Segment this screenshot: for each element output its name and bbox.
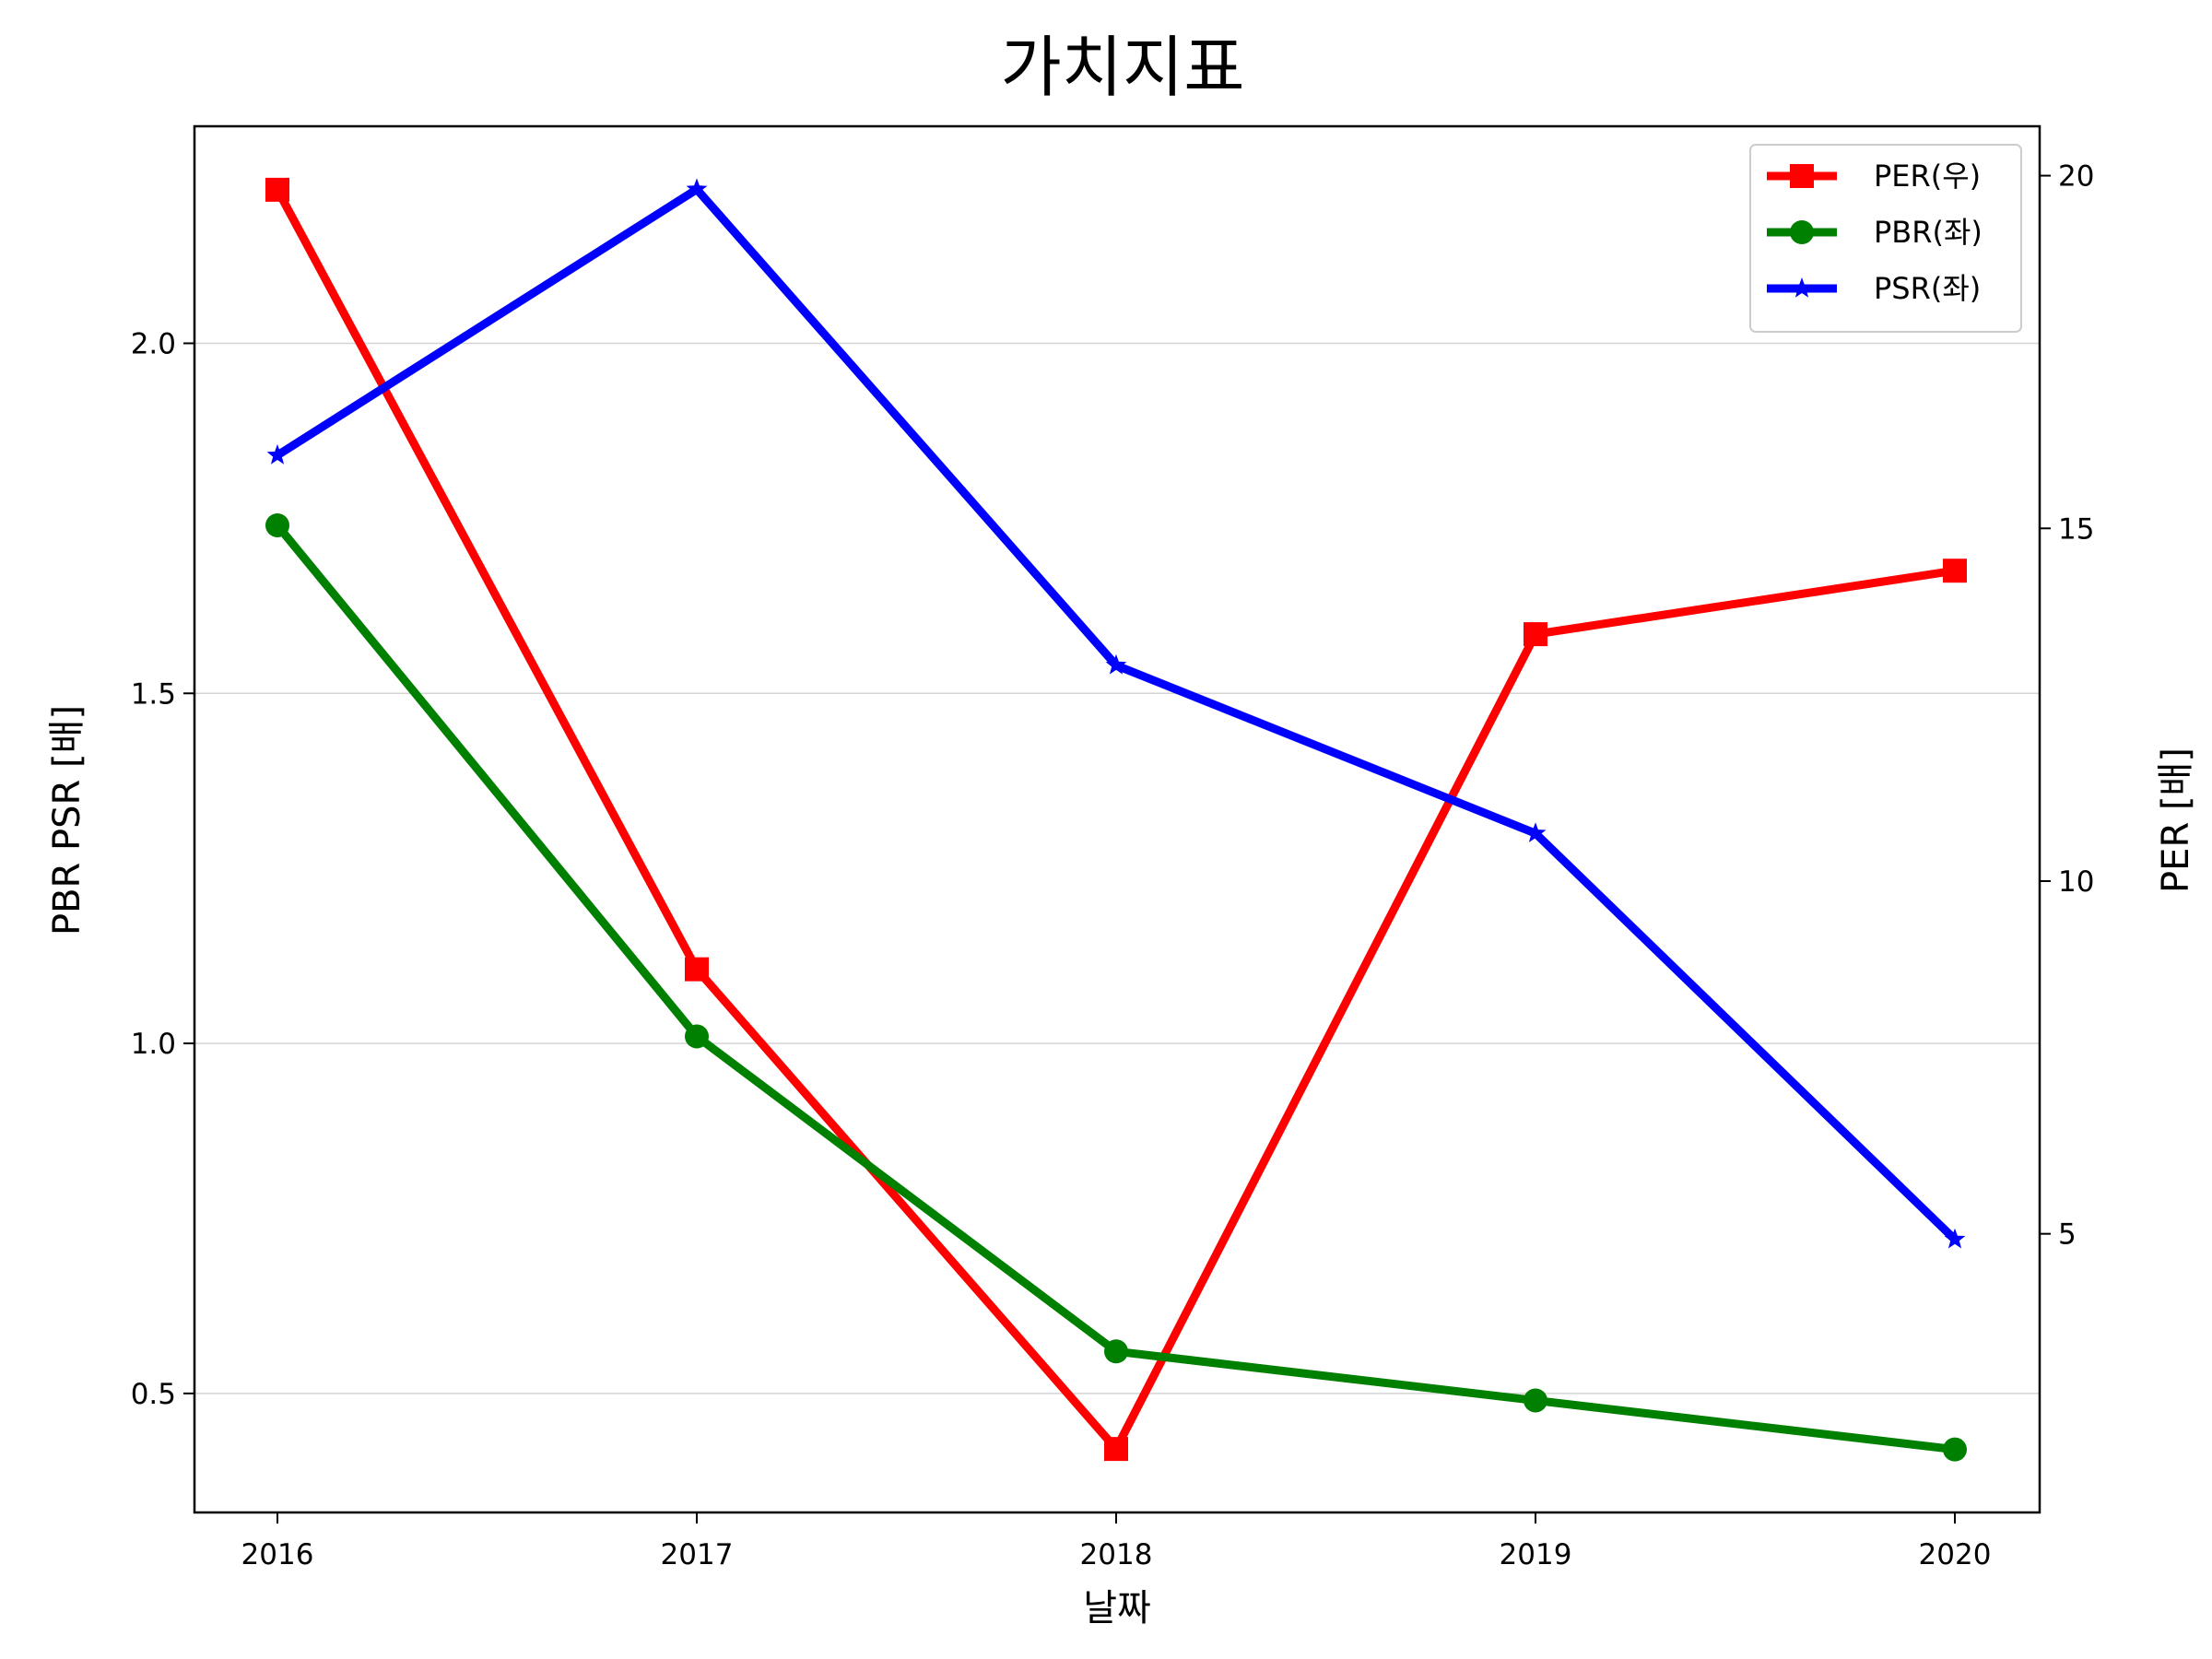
- series-2: [266, 178, 1966, 1249]
- legend-item-1: PBR(좌): [1767, 215, 1983, 250]
- data-point-1-2: [1104, 1339, 1128, 1364]
- data-point-1-3: [1524, 1388, 1547, 1413]
- x-tick-label: 2019: [1500, 1538, 1572, 1571]
- legend-label: PSR(좌): [1874, 271, 1981, 306]
- x-tick-label: 2017: [661, 1538, 734, 1571]
- legend-item-2: PSR(좌): [1767, 271, 1981, 306]
- y-left-tick-label: 1.5: [131, 677, 176, 711]
- data-point-1-4: [1943, 1437, 1967, 1462]
- y-axis-right: 5 10 15 20: [2040, 160, 2094, 1252]
- legend-marker: [1790, 164, 1814, 188]
- series-0: [265, 177, 1967, 1462]
- data-point-1-1: [685, 1024, 709, 1049]
- y-right-tick-label: 20: [2058, 160, 2094, 194]
- y-right-tick-label: 10: [2058, 865, 2094, 899]
- y-left-tick-label: 2.0: [131, 327, 176, 360]
- y-right-tick-label: 5: [2058, 1218, 2077, 1252]
- legend: PER(우) PBR(좌) PSR(좌): [1749, 144, 2022, 333]
- data-point-2-3: [1524, 822, 1547, 842]
- series-1: [265, 512, 1967, 1462]
- x-tick-label: 2020: [1919, 1538, 1992, 1571]
- y-axis-left-title: PBR PSR [배]: [46, 705, 88, 935]
- chart-title: 가치지표: [1001, 29, 1245, 106]
- data-point-2-1: [686, 178, 708, 199]
- data-point-0-3: [1524, 622, 1547, 647]
- series-line-2: [273, 184, 1959, 1244]
- y-left-tick-label: 0.5: [131, 1378, 176, 1411]
- legend-label: PBR(좌): [1874, 215, 1983, 250]
- x-axis-title: 날짜: [1083, 1587, 1151, 1630]
- y-left-tick-label: 1.0: [131, 1028, 176, 1061]
- y-axis-right-title: PER [배]: [2155, 747, 2197, 893]
- y-axis-left: 0.5 1.0 1.5 2.0: [131, 327, 194, 1411]
- series-line-0: [273, 185, 1959, 1453]
- x-tick-label: 2018: [1080, 1538, 1153, 1571]
- data-point-0-4: [1943, 559, 1967, 583]
- data-point-2-4: [1944, 1228, 1966, 1249]
- gridlines: [194, 342, 2040, 1394]
- data-point-0-1: [685, 957, 709, 982]
- x-axis: 2016 2017 2018 2019 2020: [241, 1512, 1992, 1571]
- legend-item-0: PER(우): [1767, 159, 1981, 194]
- data-point-0-0: [265, 177, 289, 202]
- x-tick-label: 2016: [241, 1538, 314, 1571]
- data-point-2-0: [266, 444, 288, 465]
- legend-marker: [1791, 277, 1813, 298]
- data-point-2-2: [1105, 653, 1127, 675]
- series-lines: [265, 177, 1967, 1462]
- legend-marker: [1790, 220, 1814, 244]
- y-right-tick-label: 15: [2058, 512, 2094, 546]
- data-point-0-2: [1104, 1437, 1128, 1462]
- legend-label: PER(우): [1874, 159, 1981, 194]
- data-point-1-0: [265, 512, 289, 537]
